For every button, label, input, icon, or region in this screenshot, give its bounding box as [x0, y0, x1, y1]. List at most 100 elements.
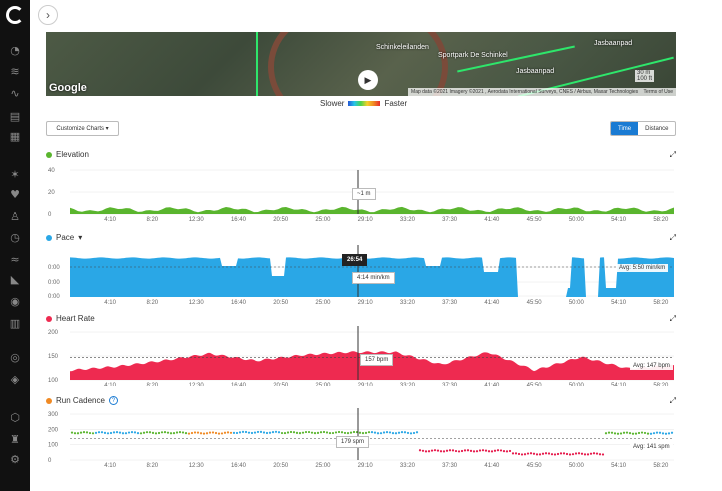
cadence-point — [472, 450, 476, 453]
cadence-point — [253, 431, 257, 434]
cadence-point — [652, 432, 656, 435]
trophy-icon[interactable]: ♜ — [10, 432, 20, 446]
cadence-point — [118, 431, 122, 434]
cadence-point — [655, 431, 659, 434]
cadence-point — [418, 449, 422, 452]
cadence-point — [571, 453, 575, 456]
elevation-title-text: Elevation — [56, 150, 89, 159]
x-tick-label: 41:40 — [484, 300, 500, 305]
running-icon[interactable]: ♙ — [10, 209, 20, 223]
cadence-point — [268, 431, 272, 434]
location-icon[interactable]: ◉ — [10, 294, 20, 308]
y-tick-label: 0 — [48, 212, 52, 218]
x-tick-label: 41:40 — [484, 383, 500, 386]
cadence-point — [73, 432, 77, 435]
timer-icon[interactable]: ◷ — [10, 230, 20, 244]
play-icon[interactable]: ▶ — [358, 70, 378, 90]
connections-icon[interactable]: ◎ — [10, 350, 20, 364]
cadence-point — [112, 431, 116, 434]
series-area — [70, 206, 674, 214]
cadence-point — [343, 431, 347, 435]
heart-rate-chart[interactable]: Heart Rate ⤢ 200 150 100 4:10 8:20 12:30 16:40… — [46, 314, 676, 386]
sleep-icon[interactable]: ≈ — [10, 252, 20, 266]
expand-sidebar-button[interactable]: › — [38, 5, 58, 25]
distance-toggle-button[interactable]: Distance — [645, 125, 669, 132]
dashboard-icon[interactable]: ◔ — [10, 43, 20, 57]
expand-icon[interactable]: ⤢ — [669, 233, 676, 242]
x-tick-label: 41:40 — [484, 463, 500, 469]
x-tick-label: 16:40 — [231, 300, 247, 305]
slower-label: Slower — [320, 99, 345, 108]
layers-icon[interactable]: ≋ — [10, 64, 20, 78]
activity-map[interactable]: Sportpark De Schinkel Jasbaanpad Jasbaan… — [46, 32, 676, 96]
x-tick-label: 45:50 — [527, 300, 543, 305]
cadence-point — [583, 453, 587, 456]
info-icon[interactable]: ? — [108, 396, 118, 405]
x-tick-label: 12:30 — [189, 217, 205, 222]
x-tick-label: 8:20 — [146, 300, 158, 305]
cadence-point — [328, 431, 332, 435]
cadence-point — [157, 431, 161, 435]
x-tick-label: 58:20 — [653, 383, 669, 386]
cadence-point — [304, 430, 308, 434]
training-icon[interactable]: ✶ — [10, 167, 20, 181]
stats-icon[interactable]: ▥ — [9, 316, 21, 330]
cadence-point — [523, 453, 527, 456]
cadence-point — [451, 449, 455, 452]
cadence-point — [391, 432, 395, 435]
cadence-point — [463, 449, 467, 452]
time-toggle-button[interactable]: Time — [611, 122, 639, 135]
pace-chart[interactable]: Pace ▾ ⤢ 0:00 0:00 0:00 4:10 8:20 12:30 16:40 2… — [46, 233, 676, 305]
garmin-connect-logo-icon[interactable] — [6, 6, 24, 24]
badges-icon[interactable]: ⬡ — [10, 410, 20, 424]
cadence-point — [520, 453, 524, 456]
expand-icon[interactable]: ⤢ — [669, 396, 676, 405]
cadence-point — [403, 431, 407, 434]
speed-gradient — [348, 101, 381, 106]
map-scale: 30 m 100 ft — [634, 70, 654, 82]
pace-dropdown-icon[interactable]: ▾ — [78, 233, 83, 242]
x-tick-label: 20:50 — [273, 383, 289, 386]
x-tick-label: 29:10 — [358, 463, 374, 469]
cadence-point — [340, 431, 344, 434]
cadence-point — [460, 449, 464, 453]
elevation-chart[interactable]: Elevation ⤢ 40 20 0 4:10 8:20 12:30 16:40 20:50… — [46, 150, 676, 222]
cadence-point — [145, 431, 149, 434]
cadence-point — [448, 449, 452, 452]
x-tick-label: 45:50 — [527, 383, 543, 386]
expand-icon[interactable]: ⤢ — [669, 314, 676, 323]
cadence-point — [148, 431, 152, 434]
cadence-point — [541, 452, 545, 455]
customize-charts-button[interactable]: Customize Charts ▾ — [46, 121, 119, 136]
x-tick-label: 54:10 — [611, 463, 627, 469]
run-cadence-chart[interactable]: Run Cadence ? ⤢ 300 200 100 0 4:10 8:20 12:30 1… — [46, 396, 676, 469]
heart-rate-title-text: Heart Rate — [56, 314, 95, 323]
cadence-point — [124, 432, 128, 435]
cadence-point — [283, 431, 287, 435]
reports-icon[interactable]: ▤ — [9, 109, 21, 123]
cadence-point — [319, 431, 323, 434]
x-tick-label: 58:20 — [653, 217, 669, 222]
shoe-icon[interactable]: ◣ — [10, 272, 20, 286]
cadence-point — [412, 431, 416, 435]
cadence-point — [94, 431, 98, 434]
cadence-point — [538, 453, 542, 456]
cadence-point — [601, 453, 605, 456]
cadence-point — [250, 431, 254, 435]
cadence-point — [370, 431, 374, 434]
run-cadence-tooltip: 179 spm — [336, 436, 370, 448]
health-icon[interactable]: ♥ — [10, 187, 20, 201]
scale-imperial: 100 ft — [636, 76, 652, 82]
terms-link[interactable]: Terms of Use — [643, 89, 673, 95]
cadence-point — [622, 431, 626, 434]
groups-icon[interactable]: ◈ — [10, 372, 20, 386]
cadence-point — [79, 431, 83, 434]
expand-icon[interactable]: ⤢ — [669, 150, 676, 159]
x-tick-label: 33:20 — [400, 300, 416, 305]
settings-icon[interactable]: ⚙ — [10, 452, 20, 466]
map-label: Schinkeleilanden — [376, 44, 429, 51]
y-tick-label: 0 — [48, 458, 52, 464]
activity-icon[interactable]: ∿ — [10, 86, 20, 100]
cadence-point — [202, 432, 206, 435]
calendar-icon[interactable]: ▦ — [9, 129, 21, 143]
